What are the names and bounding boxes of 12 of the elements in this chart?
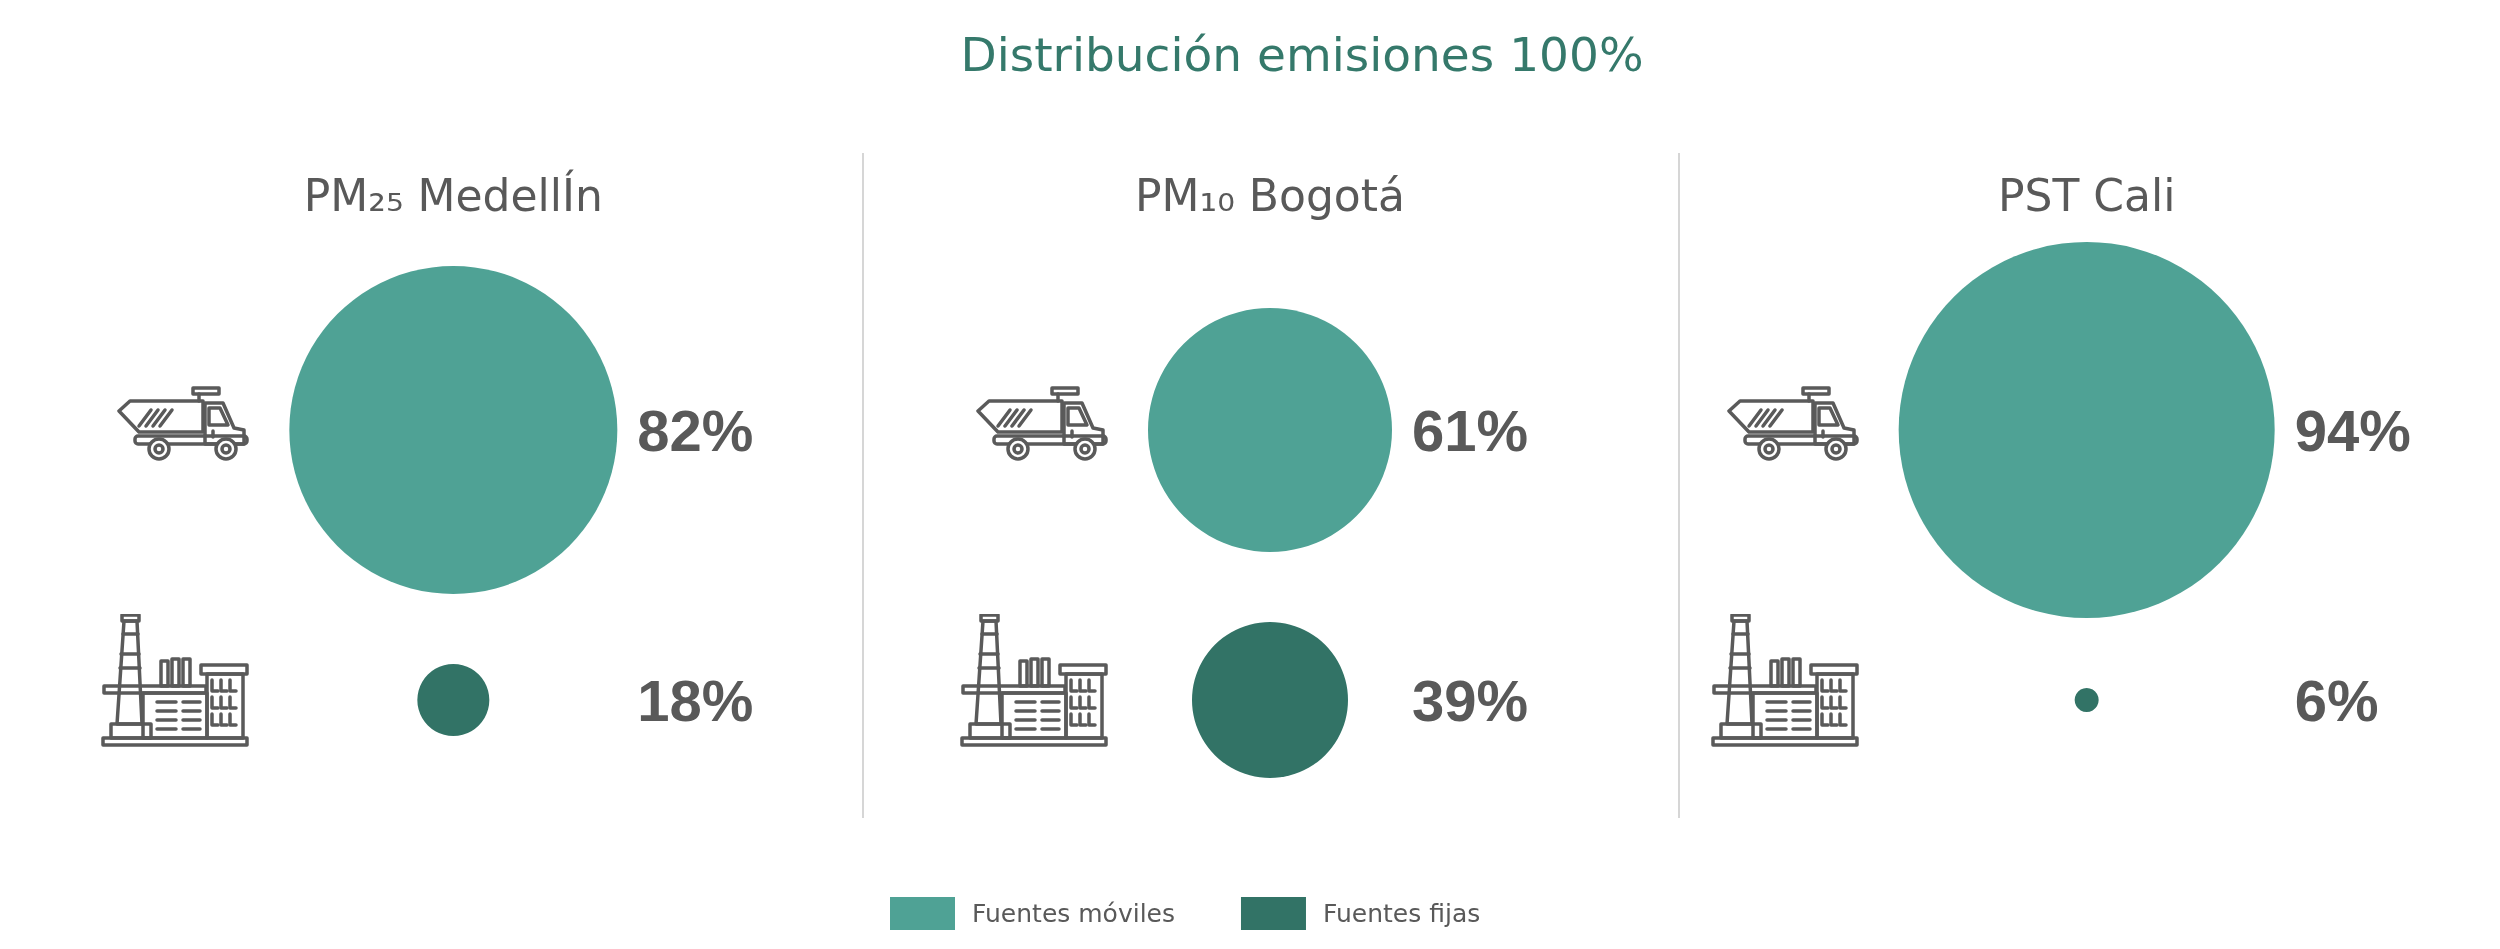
data-label: 61% [1412, 397, 1529, 463]
category-label: PM₁₀ Bogotá [1135, 169, 1405, 221]
category-label: PM₂₅ MedellÍn [303, 168, 603, 221]
data-label: 39% [1412, 667, 1529, 733]
legend-label: Fuentes fijas [1322, 899, 1481, 928]
legend-label: Fuentes móviles [972, 899, 1175, 928]
data-label: 18% [637, 667, 754, 733]
data-label: 6% [2294, 667, 2379, 733]
text: Distribución emisiones 100% [960, 27, 1644, 82]
data-label: 94% [2294, 397, 2411, 463]
category-label: PST Cali [1997, 169, 2176, 221]
data-label: 82% [637, 397, 754, 463]
